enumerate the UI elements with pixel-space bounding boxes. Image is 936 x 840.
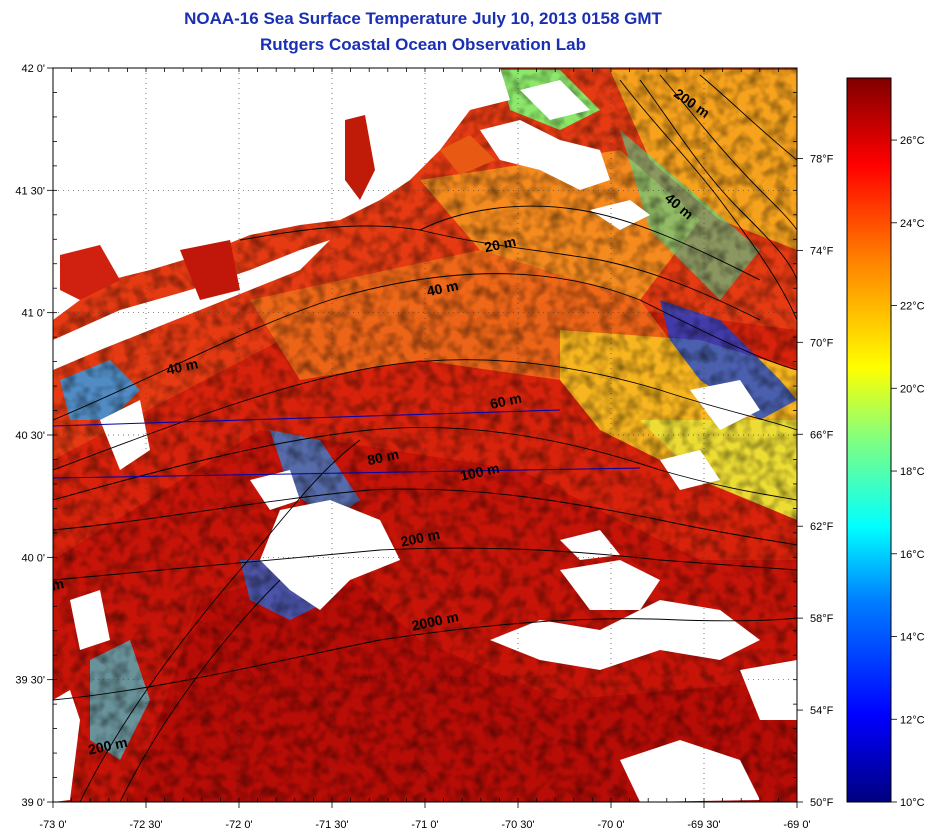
fahrenheit-axis: 50°F 54°F 58°F 62°F 66°F 70°F 74°F 78°F xyxy=(810,153,834,809)
lon-tick-label: -70 0' xyxy=(597,819,624,831)
land-long-island xyxy=(53,240,330,370)
lon-tick-label: -72 0' xyxy=(225,819,252,831)
land-island xyxy=(590,200,650,230)
lat-tick-label: 40 0' xyxy=(21,552,45,564)
lon-tick-label: -71 0' xyxy=(411,819,438,831)
land-cape xyxy=(480,120,610,190)
lon-tick-label: -72 30' xyxy=(129,819,162,831)
map-subtitle: Rutgers Coastal Ocean Observation Lab xyxy=(260,35,586,54)
fahrenheit-tick-label: 74°F xyxy=(810,245,834,257)
fahrenheit-tick-label: 58°F xyxy=(810,613,834,625)
depth-label: 60 m xyxy=(489,390,524,412)
depth-label: 80 m xyxy=(366,446,401,468)
celsius-tick-label: 16°C xyxy=(900,549,925,561)
lon-tick-label: -71 30' xyxy=(315,819,348,831)
depth-label: 20 m xyxy=(483,233,518,255)
map-title: NOAA-16 Sea Surface Temperature July 10,… xyxy=(184,9,662,28)
lon-tick-label: -73 0' xyxy=(39,819,66,831)
celsius-tick-label: 20°C xyxy=(900,383,925,395)
celsius-tick-label: 26°C xyxy=(900,135,925,147)
latitude-axis: 42 0' 41 30' 41 0' 40 30' 40 0' 39 30' 39 0' xyxy=(15,63,45,809)
fahrenheit-tick-label: 54°F xyxy=(810,705,834,717)
lon-tick-label: -69 0' xyxy=(783,819,810,831)
axis-ticks xyxy=(47,67,803,808)
boundary-line-1 xyxy=(53,409,561,427)
land-mainland xyxy=(53,68,510,320)
fahrenheit-tick-label: 78°F xyxy=(810,153,834,165)
lat-tick-label: 39 30' xyxy=(15,675,45,687)
celsius-tick-label: 14°C xyxy=(900,632,925,644)
lon-tick-label: -69 30' xyxy=(687,819,720,831)
cloud-cover xyxy=(70,80,797,802)
lat-tick-label: 41 0' xyxy=(21,308,45,320)
lat-tick-label: 42 0' xyxy=(21,63,45,75)
fahrenheit-tick-label: 50°F xyxy=(810,797,834,809)
fahrenheit-tick-label: 66°F xyxy=(810,429,834,441)
celsius-tick-label: 10°C xyxy=(900,797,925,809)
celsius-tick-label: 24°C xyxy=(900,218,925,230)
depth-label: 40 m xyxy=(425,277,460,299)
graticule xyxy=(53,68,797,802)
celsius-axis: 10°C 12°C 14°C 16°C 18°C 20°C 22°C 24°C 26°C xyxy=(891,135,925,809)
depth-label: 40 m xyxy=(165,355,200,377)
depth-label: m xyxy=(50,575,66,593)
celsius-tick-label: 22°C xyxy=(900,301,925,313)
boundary-line-2 xyxy=(53,467,641,479)
lon-tick-label: -70 30' xyxy=(501,819,534,831)
longitude-axis: -73 0' -72 30' -72 0' -71 30' -71 0' -70 30' -… xyxy=(39,819,810,831)
lat-tick-label: 41 30' xyxy=(15,185,45,197)
fahrenheit-tick-label: 70°F xyxy=(810,337,834,349)
lat-tick-label: 39 0' xyxy=(21,797,45,809)
lat-tick-label: 40 30' xyxy=(15,430,45,442)
fahrenheit-tick-label: 62°F xyxy=(810,521,834,533)
land-nj xyxy=(53,690,80,802)
celsius-tick-label: 12°C xyxy=(900,714,925,726)
colorbar xyxy=(846,77,892,803)
celsius-tick-label: 18°C xyxy=(900,466,925,478)
depth-contours xyxy=(53,74,797,802)
